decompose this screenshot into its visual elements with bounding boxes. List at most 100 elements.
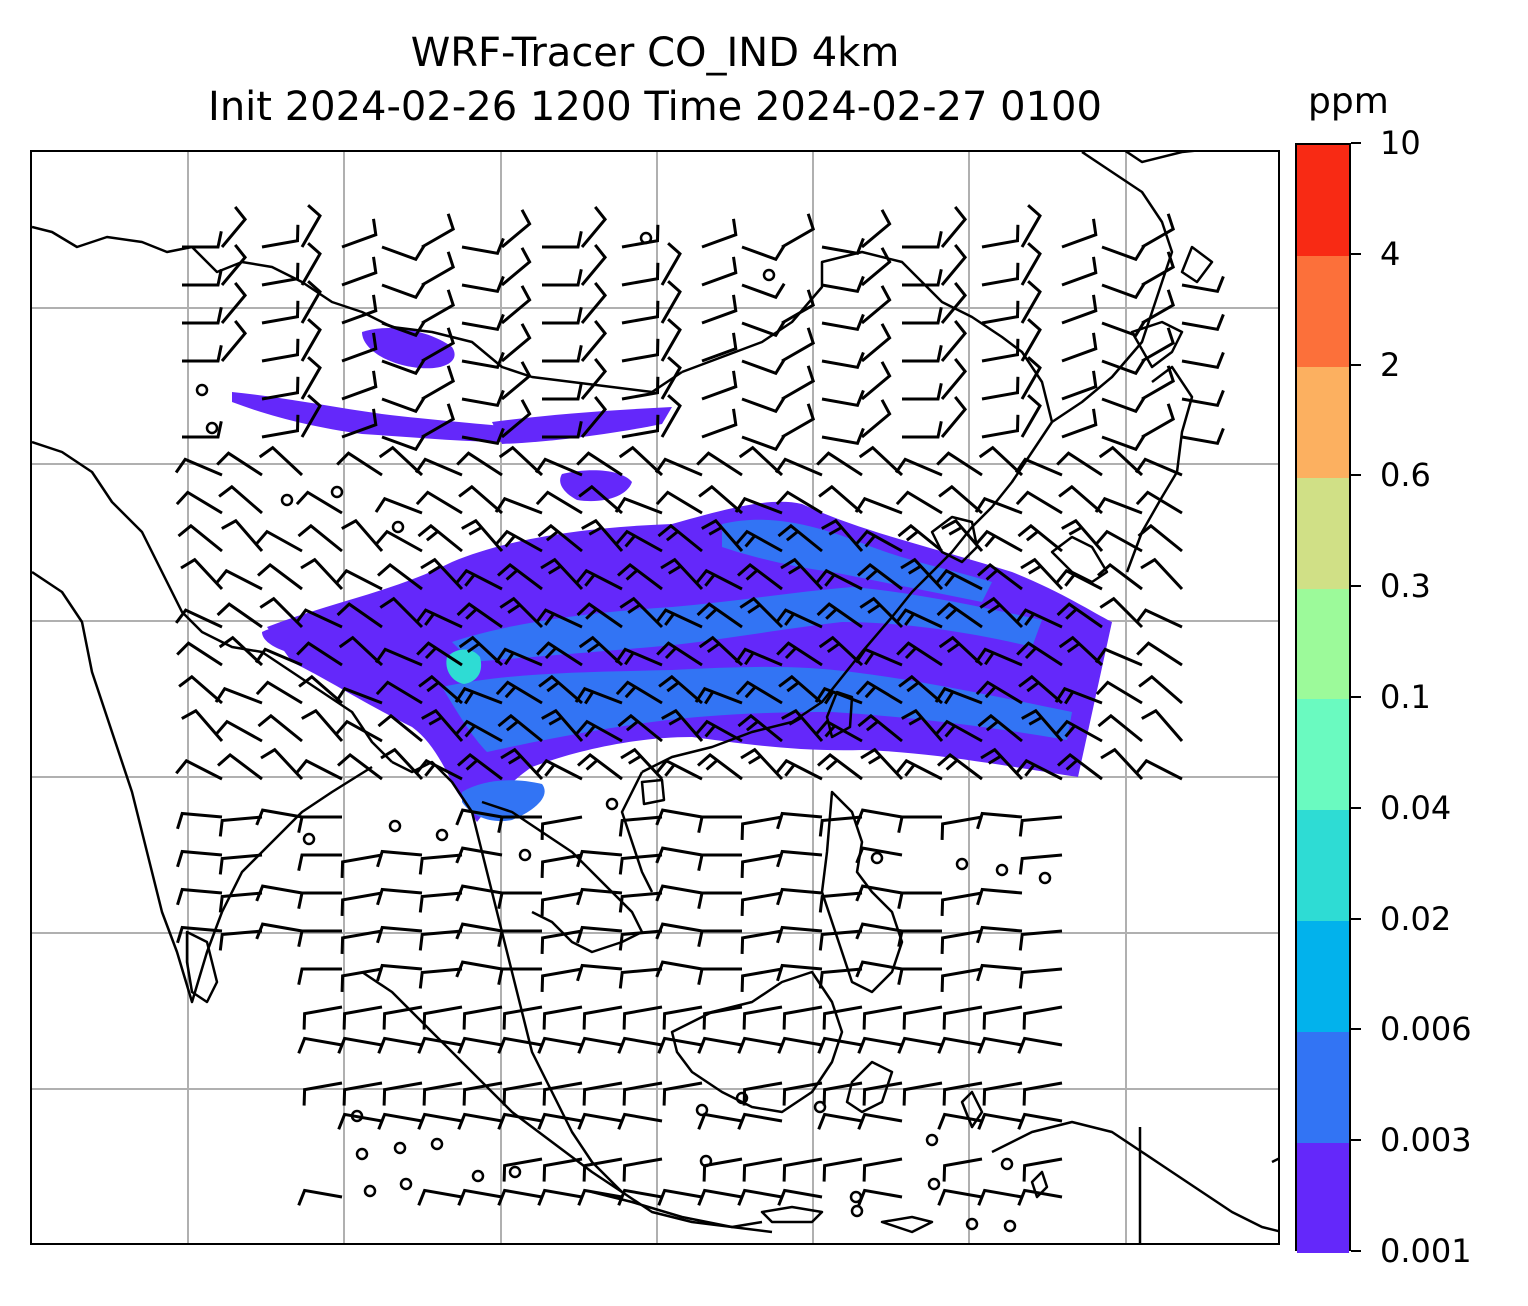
wind-barb [1100,747,1144,781]
wind-barb [176,811,223,830]
wind-barb [977,1036,1023,1054]
wind-barb [1101,358,1146,376]
wind-barb [657,523,703,553]
wind-barb [942,1081,983,1106]
calm-wind-circle [605,797,619,811]
wind-barb [580,395,608,438]
wind-barb [341,256,378,287]
wind-barb [618,815,663,837]
wind-barb [618,967,663,989]
wind-barb [1020,356,1042,400]
wind-barb [381,434,426,452]
wind-barb [462,1005,503,1030]
wind-barb [1101,396,1146,414]
wind-barb [695,568,743,591]
wind-barb [182,344,223,363]
wind-barb [981,224,1020,249]
wind-barb [1016,641,1063,667]
wind-barb [854,647,903,667]
wind-barb [498,445,544,477]
wind-barb [337,752,383,781]
wind-barb [655,960,703,978]
wind-barb [1061,370,1098,401]
wind-barb [497,815,542,834]
wind-barb [580,357,608,400]
wind-barb [375,680,423,705]
wind-barb [1014,457,1063,477]
calm-wind-circle [430,1137,444,1151]
wind-barb [580,319,608,362]
wind-barb [174,608,223,629]
wind-barb [542,230,583,249]
calm-wind-circle [205,421,219,435]
wind-barb [1134,457,1183,477]
wind-barb [697,752,743,781]
wind-barb [1061,408,1098,439]
wind-barb [981,414,1020,439]
wind-barb [1021,708,1064,742]
wind-barb [1181,389,1225,407]
wind-barb [897,929,942,948]
wind-barb [534,608,583,629]
wind-barb [576,925,623,944]
wind-barb [302,1005,343,1030]
wind-barb [897,523,943,553]
wind-barb [1055,568,1103,591]
wind-barb [300,204,322,248]
wind-barb [1015,758,1063,781]
wind-barb [582,1157,623,1182]
wind-barb [577,752,623,781]
wind-barb [336,451,383,477]
wind-barb [538,674,583,705]
wind-barb [1018,815,1063,837]
wind-barb [1094,496,1143,515]
wind-barb [982,1081,1023,1106]
coastlines [32,152,1278,1243]
wind-barb [619,596,664,629]
colorbar-segment [1297,477,1349,589]
wind-barb [501,399,532,439]
wind-barb [697,967,742,986]
wind-barb [774,608,823,629]
plume-mid-band-3 [722,519,992,602]
wind-barb [376,849,423,868]
wind-barb [1134,608,1183,629]
wind-barb [421,327,456,363]
wind-barb [614,496,663,515]
wind-barb [300,557,344,591]
wind-barb [1141,213,1176,249]
colorbar-segment [1297,699,1349,811]
wind-barb [300,356,322,400]
wind-barb [742,1005,783,1030]
wind-barb [1020,557,1064,591]
wind-barb [617,713,663,743]
wind-barb [902,268,943,287]
wind-barb [1056,602,1103,629]
wind-barb [977,1112,1023,1130]
wind-barb [934,686,983,705]
wind-barb [936,602,983,629]
wind-barb [577,1112,623,1130]
wind-barb [978,445,1024,477]
wind-barb [855,960,903,978]
wind-barb [897,891,942,910]
wind-barb [540,891,583,916]
wind-barb [581,518,624,552]
wind-barb [1101,244,1146,262]
wind-barb [1018,674,1063,705]
wind-barb [541,708,584,742]
wind-barb [421,708,464,742]
wind-barb [657,1036,703,1054]
wind-barb [455,884,503,902]
wind-barb [497,562,543,591]
colorbar-segment [1297,1142,1349,1254]
wind-barb [220,243,248,286]
wind-barb [497,891,542,910]
wind-barb [1141,365,1176,401]
wind-barb [617,562,663,591]
wind-barb [337,1112,383,1130]
wind-barb [662,1005,703,1030]
wind-barb [621,262,660,287]
wind-barb [540,557,584,591]
wind-barb [740,815,783,840]
